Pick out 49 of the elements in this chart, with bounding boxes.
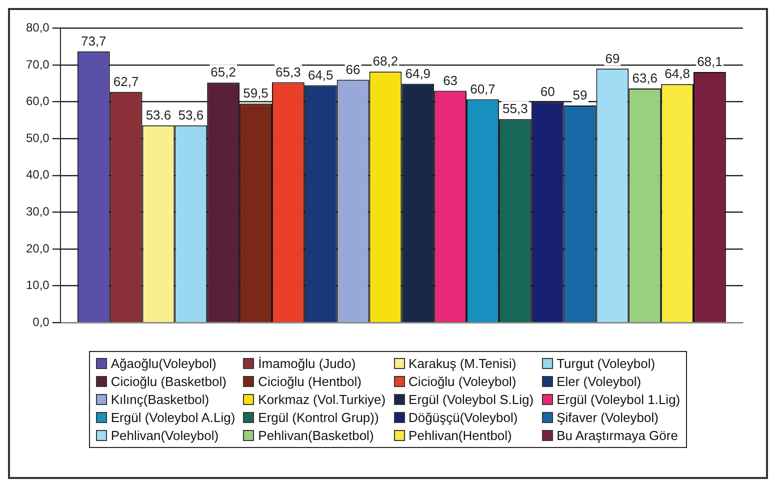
legend-label: Cicioğlu (Voleybol) [408, 374, 516, 389]
legend-label: Ergül (Voleybol 1.Lig) [556, 392, 680, 407]
y-tick-label: 30,0 [26, 204, 50, 219]
y-tick-label: 20,0 [26, 241, 50, 256]
data-label: 63 [443, 72, 458, 88]
data-label: 60 [540, 84, 555, 99]
data-label: 64,5 [308, 67, 334, 82]
y-tick-label: 70,0 [26, 57, 50, 72]
y-tick-label: 50,0 [26, 130, 50, 145]
y-tick-label: 10,0 [26, 278, 50, 292]
y-tick-label: 0,0 [32, 314, 50, 329]
legend-label: Eler (Voleybol) [556, 374, 642, 389]
legend-label: Pehlivan(Voleybol) [110, 428, 219, 443]
data-label: 59,5 [243, 86, 268, 101]
legend-label: Kılınç(Basketbol) [110, 392, 210, 407]
data-label: 73,7 [80, 33, 106, 48]
data-label: 65,2 [210, 64, 236, 80]
legend-label: Ağaoğlu(Voleybol) [110, 356, 216, 371]
legend-label: Bu Araştırmaya Göre [556, 428, 678, 443]
data-label: 68,1 [697, 54, 722, 70]
legend-label: Ergül (Voleybol A.Lig) [110, 410, 236, 425]
legend-label: Pehlivan(Hentbol) [408, 428, 512, 443]
legend-label: Cicioğlu (Hentbol) [258, 374, 362, 389]
legend-label: Pehlivan(Basketbol) [258, 428, 374, 443]
legend-label: Ergül (Kontrol Grup)) [258, 410, 379, 425]
data-label: 63,6 [632, 70, 658, 86]
y-tick-label: 80,0 [26, 20, 50, 35]
legend-label: Turgut (Voleybol) [556, 356, 656, 371]
data-label: 64,9 [405, 66, 431, 81]
data-label: 60,7 [470, 81, 496, 96]
data-label: 64,8 [664, 66, 690, 82]
data-label: 55,3 [502, 101, 528, 116]
y-tick-label: 40,0 [26, 168, 50, 182]
legend-label: Şifaver (Voleybol) [556, 410, 658, 425]
data-label: 68,2 [372, 54, 398, 69]
data-label: 66 [346, 62, 360, 77]
data-label: 53.6 [146, 107, 172, 122]
y-tick-label: 60,0 [26, 94, 50, 108]
data-label: 69 [605, 50, 620, 66]
legend-label: İmamoğlu (Judo) [258, 356, 356, 371]
data-label: 59 [572, 88, 588, 103]
data-label: 65,3 [276, 64, 301, 80]
legend-label: Döğüşçü(Voleybol) [408, 410, 518, 425]
legend-label: Korkmaz (Vol.Turkiye) [258, 392, 386, 407]
data-label: 62,7 [113, 74, 139, 89]
legend-label: Karakuş (M.Tenisi) [408, 356, 516, 371]
data-label: 53,6 [178, 107, 204, 122]
legend-label: Cicioğlu (Basketbol) [110, 374, 226, 389]
legend-label: Ergül (Voleybol S.Lig) [408, 392, 534, 407]
